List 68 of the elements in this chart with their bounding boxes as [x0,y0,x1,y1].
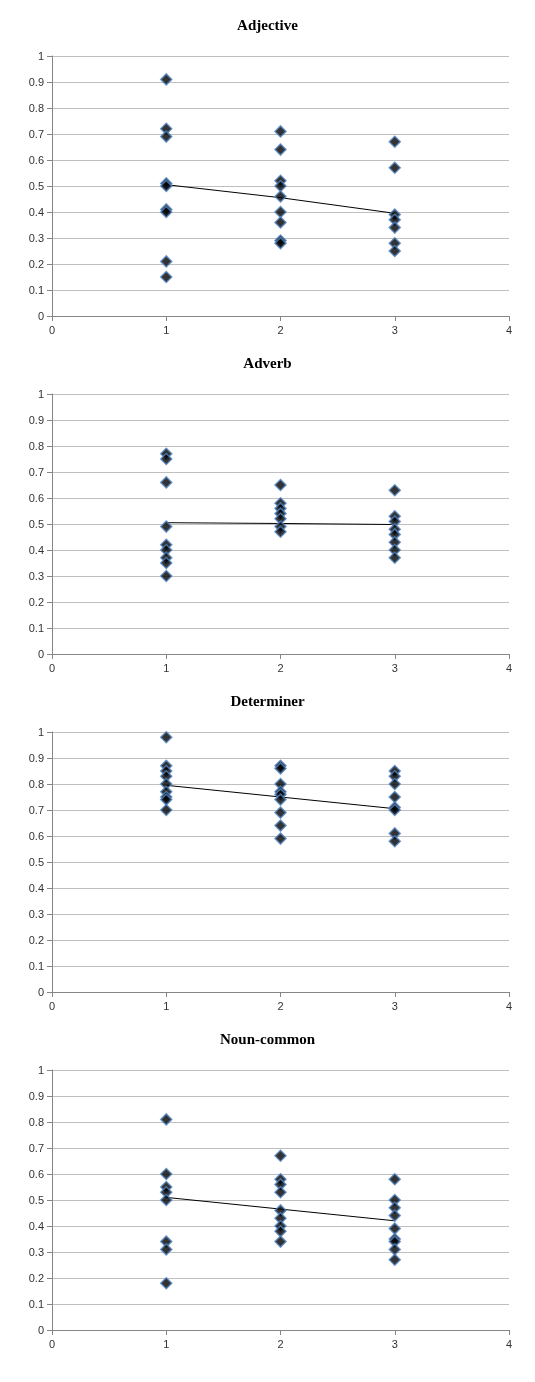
y-tick-label: 1 [37,388,44,400]
y-tick-label: 0 [37,1324,44,1336]
y-tick-label: 0.6 [28,1168,44,1180]
y-tick-label: 0.6 [28,154,44,166]
x-tick-label: 3 [391,1337,398,1350]
x-tick-label: 0 [48,1337,56,1350]
chart-title: Adjective [237,16,299,33]
y-tick-label: 0.3 [28,570,44,582]
y-tick-label: 0.7 [28,466,44,478]
chart-title: Determiner [230,692,305,709]
y-tick-label: 0.7 [28,1142,44,1154]
x-tick-label: 3 [391,323,398,336]
y-tick-label: 0.7 [28,128,44,140]
y-tick-label: 0.4 [28,206,44,218]
y-tick-label: 0.2 [28,934,44,946]
x-tick-label: 2 [277,661,284,674]
y-tick-label: 0.3 [28,232,44,244]
x-tick-label: 3 [391,661,398,674]
chart-title: Noun-common [219,1030,316,1047]
x-tick-label: 1 [163,1337,170,1350]
y-tick-label: 0.4 [28,882,44,894]
y-tick-label: 0.8 [28,1116,44,1128]
x-tick-label: 4 [505,323,513,336]
y-tick-label: 0.8 [28,778,44,790]
x-tick-label: 4 [505,1337,513,1350]
y-tick-label: 0.3 [28,908,44,920]
chart-title: Adverb [243,354,292,371]
y-tick-label: 0.2 [28,596,44,608]
x-tick-label: 1 [163,661,170,674]
x-tick-label: 0 [48,323,56,336]
y-tick-label: 0.9 [28,752,44,764]
x-tick-label: 2 [277,1337,284,1350]
y-tick-label: 1 [37,50,44,62]
x-tick-label: 1 [163,999,170,1012]
y-tick-label: 0.8 [28,440,44,452]
y-tick-label: 0.1 [28,622,44,634]
y-tick-label: 0.4 [28,1220,44,1232]
x-tick-label: 1 [163,323,170,336]
y-tick-label: 0.5 [28,180,44,192]
y-tick-label: 0.5 [28,518,44,530]
y-tick-label: 0.1 [28,960,44,972]
y-tick-label: 0.6 [28,830,44,842]
y-tick-label: 0 [37,986,44,998]
x-tick-label: 2 [277,999,284,1012]
y-tick-label: 0.5 [28,1194,44,1206]
x-tick-label: 3 [391,999,398,1012]
x-tick-label: 0 [48,661,56,674]
y-tick-label: 0.1 [28,1298,44,1310]
y-tick-label: 0 [37,310,44,322]
y-tick-label: 0.3 [28,1246,44,1258]
y-tick-label: 0.9 [28,76,44,88]
y-tick-label: 0.9 [28,1090,44,1102]
x-tick-label: 2 [277,323,284,336]
y-tick-label: 0 [37,648,44,660]
y-tick-label: 0.4 [28,544,44,556]
y-tick-label: 1 [37,1064,44,1076]
y-tick-label: 0.2 [28,258,44,270]
y-tick-label: 0.9 [28,414,44,426]
y-tick-label: 0.6 [28,492,44,504]
x-tick-label: 0 [48,999,56,1012]
x-tick-label: 4 [505,661,513,674]
y-tick-label: 0.7 [28,804,44,816]
y-tick-label: 0.8 [28,102,44,114]
y-tick-label: 0.1 [28,284,44,296]
x-tick-label: 4 [505,999,513,1012]
y-tick-label: 1 [37,726,44,738]
y-tick-label: 0.5 [28,856,44,868]
y-tick-label: 0.2 [28,1272,44,1284]
